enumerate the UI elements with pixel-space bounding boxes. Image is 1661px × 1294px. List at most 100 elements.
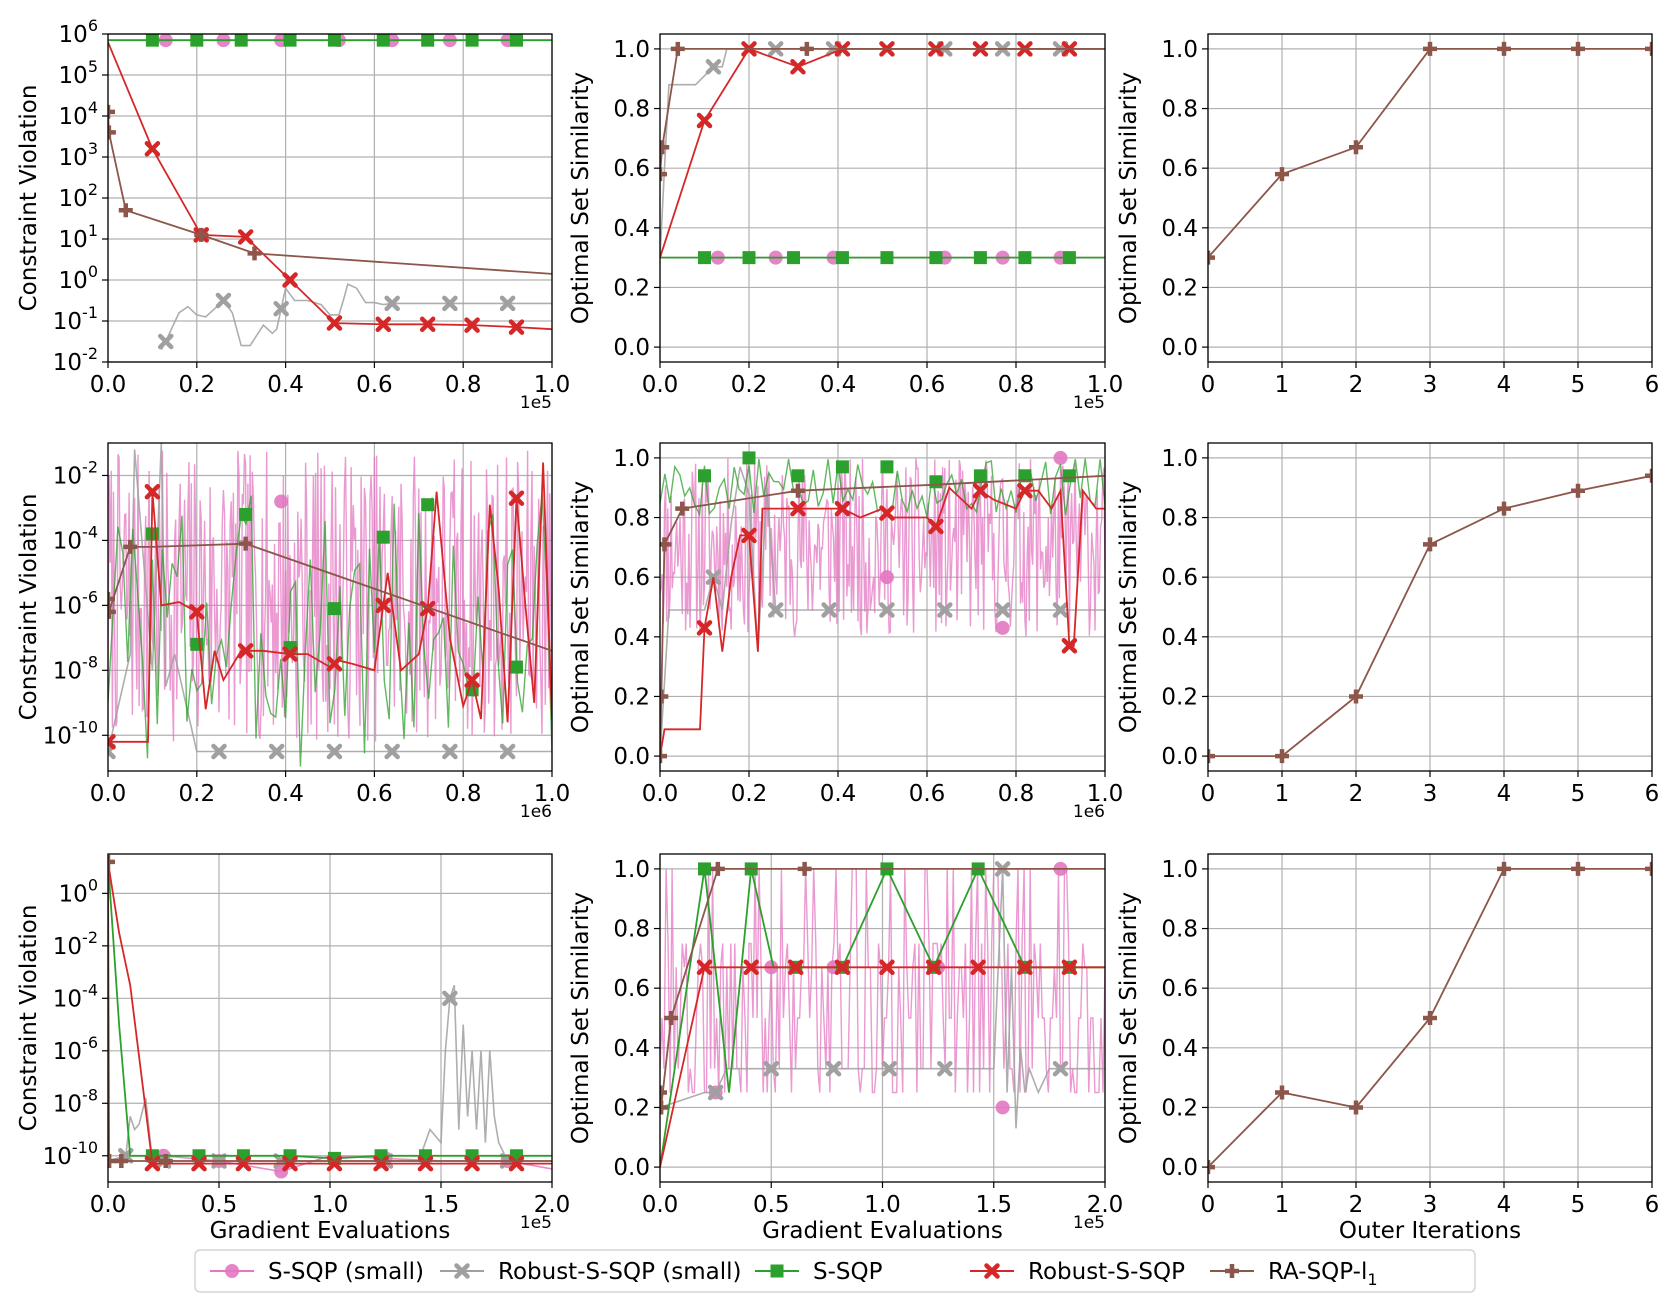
x-tick-label: 4 xyxy=(1497,372,1512,398)
data-point xyxy=(1208,250,1215,265)
x-tick-label: 0.2 xyxy=(179,781,216,807)
y-tick-label: 10-10 xyxy=(43,717,98,749)
data-point xyxy=(108,591,115,606)
data-point xyxy=(787,959,804,976)
y-tick-label: 0.8 xyxy=(1161,917,1198,943)
data-point xyxy=(1053,450,1068,465)
y-tick-label: 0.2 xyxy=(1161,275,1198,301)
series-line xyxy=(108,41,552,331)
data-point xyxy=(937,1060,953,1077)
y-tick-label: 0.2 xyxy=(613,1095,650,1121)
data-point xyxy=(835,251,849,265)
data-point xyxy=(994,602,1011,618)
y-tick-label: 10-8 xyxy=(53,1085,98,1117)
data-point xyxy=(273,300,289,317)
y-tick-label: 105 xyxy=(59,57,98,89)
legend-label: S-SQP (small) xyxy=(268,1259,424,1285)
data-point xyxy=(508,490,525,506)
data-point xyxy=(508,319,525,335)
plot-area xyxy=(1208,41,1652,265)
chart-r1c3: 0 1 2 3 4 5 6 0.0 0.2 0.4 0.6 0.8 1.0 Optimal Set Sim… xyxy=(1116,33,1659,398)
data-point xyxy=(660,167,667,182)
data-point xyxy=(791,469,805,483)
series-robust-s-sqp xyxy=(108,462,552,750)
data-point xyxy=(821,602,837,618)
data-point xyxy=(108,1154,117,1169)
data-point xyxy=(797,861,812,876)
chart-r2c1: 0.0 0.2 0.4 0.6 0.8 1.0 10-2 10-4 10-6 10-8 10-10C… xyxy=(16,442,571,822)
x-tick-label: 1.0 xyxy=(1087,781,1124,807)
series-ra-sqp-l1 xyxy=(1208,861,1652,1175)
x-tick-label: 0.0 xyxy=(642,1192,679,1218)
x-tick-label: 1.5 xyxy=(975,1192,1012,1218)
legend-label: Robust-S-SQP (small) xyxy=(498,1259,742,1285)
legend-marker xyxy=(770,1264,784,1278)
data-point xyxy=(114,1154,129,1169)
data-point xyxy=(660,1100,669,1115)
plot-area xyxy=(660,41,1105,265)
data-point xyxy=(194,227,209,242)
plot-area xyxy=(108,854,552,1179)
x-tick-label: 0.8 xyxy=(998,372,1035,398)
data-point xyxy=(108,604,116,619)
series-ra-sqp-l1 xyxy=(660,41,1105,182)
data-point xyxy=(787,251,800,265)
data-point xyxy=(144,141,161,157)
legend-marker xyxy=(1225,1264,1239,1278)
x-tick-label: 0 xyxy=(1201,1192,1216,1218)
series-robust-s-sqp-small- xyxy=(157,282,552,351)
data-point xyxy=(123,539,138,554)
plot-area xyxy=(1208,468,1652,764)
data-point xyxy=(742,451,756,465)
data-point xyxy=(384,295,400,312)
series-s-sqp-small- xyxy=(108,450,552,742)
data-point xyxy=(237,643,254,659)
data-point xyxy=(421,34,435,47)
data-point xyxy=(1018,251,1032,265)
series-ra-sqp-l1 xyxy=(1208,468,1652,764)
data-point xyxy=(1645,468,1652,483)
y-tick-label: 100 xyxy=(59,262,98,294)
data-point xyxy=(879,959,895,976)
data-point xyxy=(1052,1060,1069,1077)
data-point xyxy=(660,689,669,704)
y-axis-label: Constraint Violation xyxy=(16,905,42,1132)
data-point xyxy=(1017,959,1033,976)
x-tick-label: 1.0 xyxy=(312,1192,349,1218)
x-tick-label: 2.0 xyxy=(534,1192,571,1218)
data-point xyxy=(1571,861,1585,876)
data-point xyxy=(376,34,390,47)
x-tick-label: 1.0 xyxy=(534,781,571,807)
data-point xyxy=(660,140,670,155)
data-point xyxy=(238,536,253,551)
y-axis-label: Optimal Set Similarity xyxy=(1116,892,1142,1144)
legend-entry: S-SQP (small) xyxy=(210,1259,424,1285)
x-tick-label: 0.4 xyxy=(820,372,857,398)
data-point xyxy=(464,1155,480,1172)
data-point xyxy=(384,743,400,760)
data-point xyxy=(1571,483,1585,498)
data-point xyxy=(237,229,254,245)
series-robust-s-sqp xyxy=(108,861,552,1172)
x-tick-label: 0.2 xyxy=(731,781,768,807)
series-ra-sqp-l1 xyxy=(108,536,552,652)
data-point xyxy=(995,620,1010,635)
y-tick-label: 10-8 xyxy=(53,652,98,684)
x-tick-label: 1 xyxy=(1275,372,1290,398)
x-tick-label: 0.2 xyxy=(731,372,768,398)
data-point xyxy=(118,203,133,218)
y-tick-label: 0.8 xyxy=(1161,97,1198,123)
y-tick-label: 0.4 xyxy=(613,1036,650,1062)
data-point xyxy=(509,660,523,674)
y-tick-label: 10-2 xyxy=(53,344,98,376)
data-point xyxy=(375,316,392,333)
x-axis-label: Gradient Evaluations xyxy=(210,1218,451,1244)
chart-r1c2: 0.0 0.2 0.4 0.6 0.8 1.0 0.0 0.2 0.4 0.6 0.8 1.0 Opti… xyxy=(568,33,1123,413)
x-tick-label: 6 xyxy=(1645,781,1660,807)
x-tick-label: 2 xyxy=(1349,372,1364,398)
x-tick-label: 0 xyxy=(1201,372,1216,398)
data-point xyxy=(696,620,713,636)
y-tick-label: 0.6 xyxy=(1161,565,1198,591)
data-point xyxy=(790,59,806,75)
y-tick-label: 10-6 xyxy=(53,587,98,619)
